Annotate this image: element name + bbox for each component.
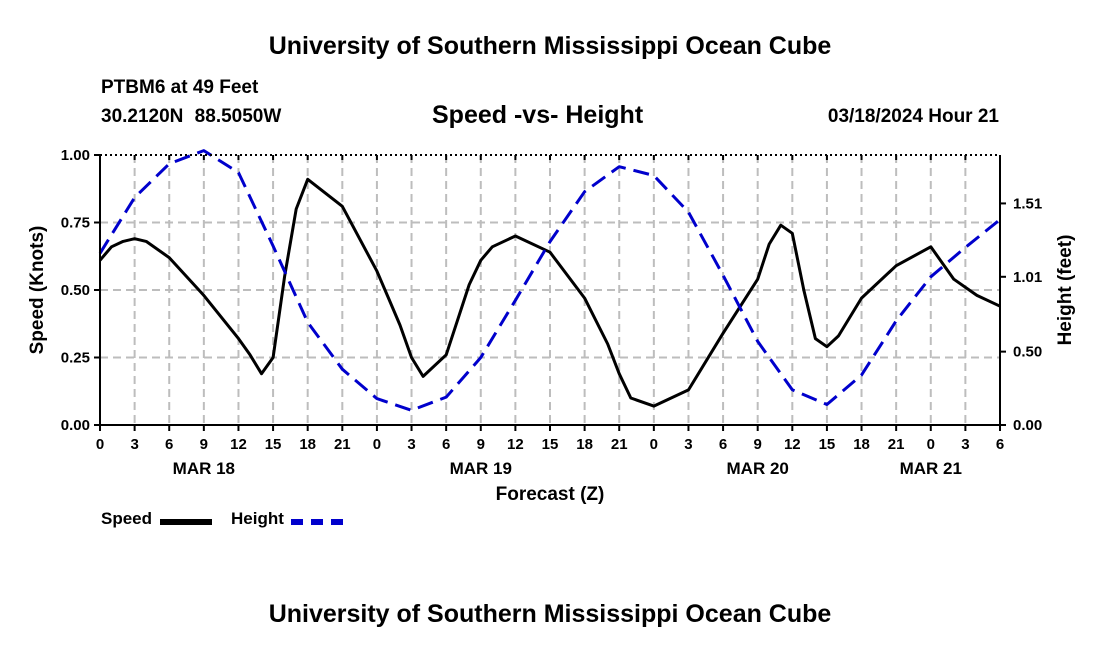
x-tick-label: 21 — [334, 436, 351, 453]
x-axis-label: Forecast (Z) — [496, 484, 605, 505]
x-tick-label: 0 — [650, 436, 658, 453]
x-tick-label: 6 — [996, 436, 1004, 453]
x-date-label: MAR 21 — [900, 459, 962, 478]
x-tick-label: 12 — [507, 436, 524, 453]
y2-axis-label: Height (feet) — [1055, 235, 1076, 346]
x-tick-label: 0 — [373, 436, 381, 453]
x-tick-label: 3 — [684, 436, 692, 453]
x-tick-label: 18 — [299, 436, 316, 453]
y-axis-label: Speed (Knots) — [27, 226, 48, 355]
x-tick-label: 6 — [165, 436, 173, 453]
x-tick-label: 18 — [576, 436, 593, 453]
x-tick-label: 6 — [442, 436, 450, 453]
page-title: University of Southern Mississippi Ocean… — [268, 32, 832, 60]
y-tick-label: 0.25 — [61, 350, 90, 367]
y-tick-label: 0.50 — [61, 282, 90, 299]
x-tick-label: 12 — [784, 436, 801, 453]
legend-height-swatch — [291, 519, 343, 525]
y-tick-label: 0.00 — [61, 417, 90, 434]
series-line-height — [98, 149, 1001, 412]
x-tick-label: 18 — [853, 436, 870, 453]
y2-tick-label: 0.00 — [1013, 417, 1042, 434]
x-tick-label: 3 — [407, 436, 415, 453]
x-tick-label: 0 — [927, 436, 935, 453]
y-tick-label: 0.75 — [61, 215, 90, 232]
chart-date: 03/18/2024 Hour 21 — [827, 106, 999, 127]
y2-tick-label: 1.01 — [1013, 269, 1042, 286]
legend-speed-label: Speed — [101, 509, 153, 528]
x-tick-label: 3 — [961, 436, 969, 453]
x-date-label: MAR 18 — [173, 459, 235, 478]
x-tick-label: 9 — [754, 436, 762, 453]
series-line-speed — [98, 177, 1001, 408]
x-tick-label: 3 — [130, 436, 138, 453]
station-coordinates: 30.2120N 88.5050W — [101, 106, 282, 127]
legend-speed-swatch — [160, 519, 212, 525]
y2-tick-label: 0.50 — [1013, 344, 1042, 361]
x-tick-label: 21 — [888, 436, 905, 453]
y-tick-label: 1.00 — [61, 147, 90, 164]
x-tick-label: 9 — [200, 436, 208, 453]
x-date-label: MAR 20 — [727, 459, 789, 478]
x-tick-label: 15 — [265, 436, 282, 453]
x-tick-label: 0 — [96, 436, 104, 453]
y2-tick-label: 1.51 — [1013, 195, 1042, 212]
chart-title: Speed -vs- Height — [432, 101, 644, 129]
x-tick-label: 21 — [611, 436, 628, 453]
legend-height-label: Height — [231, 509, 284, 528]
x-date-label: MAR 19 — [450, 459, 512, 478]
x-tick-label: 6 — [719, 436, 727, 453]
station-name: PTBM6 at 49 Feet — [101, 77, 259, 98]
footer-title: University of Southern Mississippi Ocean… — [268, 600, 832, 628]
x-tick-label: 15 — [819, 436, 836, 453]
x-tick-label: 12 — [230, 436, 247, 453]
x-tick-label: 9 — [477, 436, 485, 453]
x-tick-label: 15 — [542, 436, 559, 453]
